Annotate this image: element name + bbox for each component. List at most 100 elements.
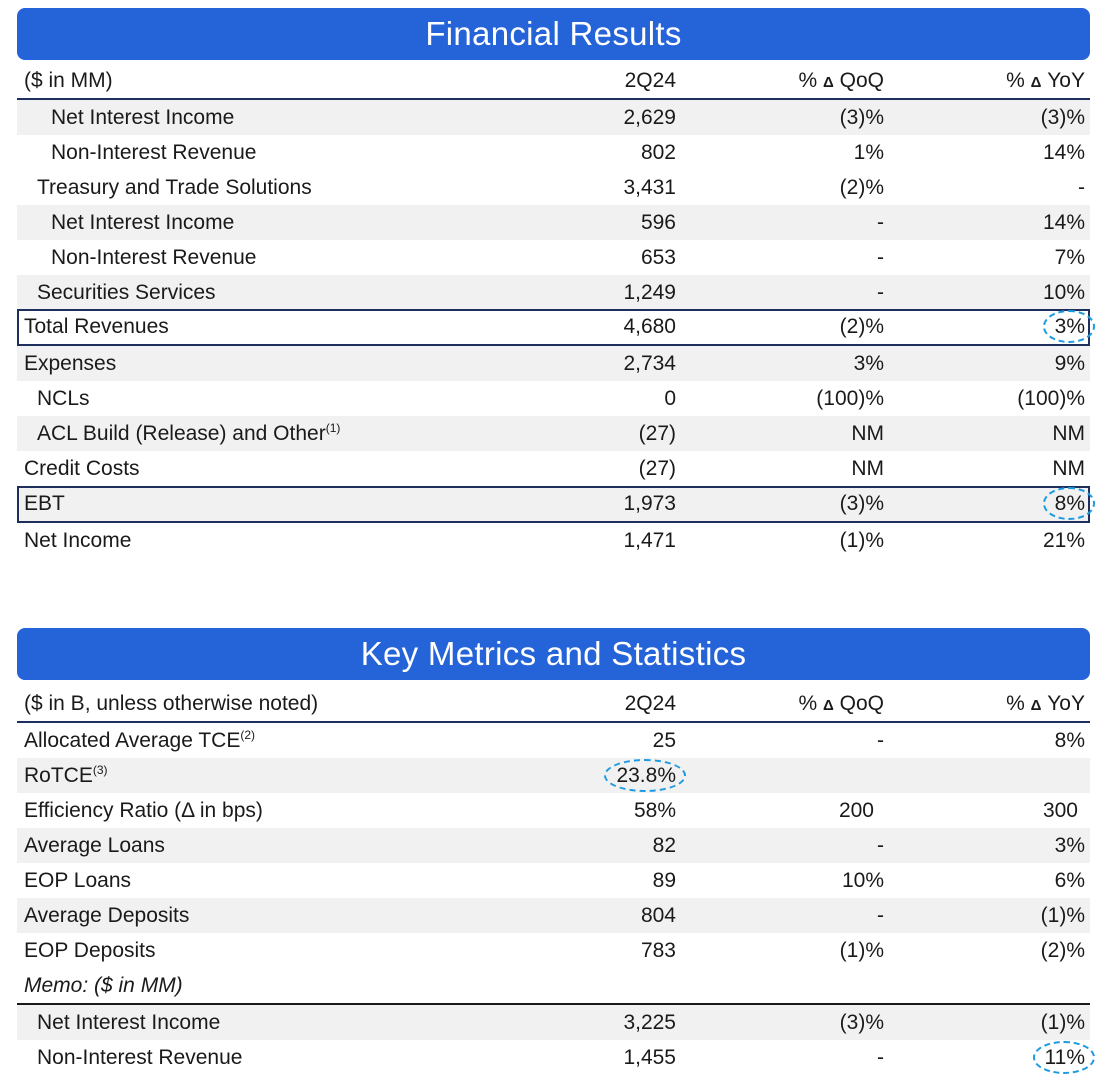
header-yoy: % Δ YoY <box>1006 69 1085 92</box>
table-row: EOP Deposits 783 (1)% (2)% <box>17 933 1090 968</box>
value-2q24: 23.8% <box>604 758 686 793</box>
value-qoq: - <box>877 211 884 234</box>
table-row: ACL Build (Release) and Other(1) (27) NM… <box>17 416 1090 451</box>
value-qoq: (2)% <box>839 176 884 199</box>
value-2q24: 25 <box>652 729 676 752</box>
value-qoq: 200 <box>838 799 874 822</box>
key-metrics-table: ($ in B, unless otherwise noted) 2Q24 % … <box>17 687 1096 1075</box>
table-row: Efficiency Ratio (Δ in bps) 58% 200 300 <box>17 793 1090 828</box>
table-row-total-revenues: Total Revenues 4,680 (2)% 3% <box>17 309 1096 346</box>
table-row: Securities Services 1,249 - 10% <box>17 275 1090 309</box>
row-label: Net Interest Income <box>51 106 235 129</box>
value-yoy: 10% <box>1042 281 1085 304</box>
value-qoq: 1% <box>853 141 884 164</box>
value-yoy: 300 <box>1042 799 1078 822</box>
row-label: Efficiency Ratio (Δ in bps) <box>24 799 263 822</box>
financial-results-title: Financial Results <box>17 8 1090 60</box>
value-yoy: 8% <box>1042 486 1096 521</box>
memo-label: Memo: ($ in MM) <box>24 974 183 997</box>
value-yoy: 14% <box>1042 211 1085 234</box>
value-qoq: 10% <box>841 869 884 892</box>
table-row: Non-Interest Revenue 1,455 - 11% <box>17 1040 1096 1075</box>
row-label: Allocated Average TCE(2) <box>24 728 256 752</box>
value-yoy: 21% <box>1042 529 1085 552</box>
value-yoy: 11% <box>1032 1040 1096 1075</box>
value-qoq: (100)% <box>816 387 884 410</box>
table-row: EOP Loans 89 10% 6% <box>17 863 1090 898</box>
row-label: Securities Services <box>37 281 216 304</box>
row-label: Expenses <box>24 352 117 375</box>
table-row: Net Interest Income 2,629 (3)% (3)% <box>17 100 1090 135</box>
table-row: NCLs 0 (100)% (100)% <box>17 381 1090 416</box>
table-row-ebt: EBT 1,973 (3)% 8% <box>17 486 1096 523</box>
value-qoq: - <box>877 246 884 269</box>
header-period: 2Q24 <box>624 692 676 715</box>
table-row: Net Income 1,471 (1)% 21% <box>17 523 1090 558</box>
key-metrics-title: Key Metrics and Statistics <box>17 628 1090 680</box>
delta-symbol: Δ <box>1030 74 1042 91</box>
row-label: Net Income <box>24 529 132 552</box>
value-2q24: 89 <box>652 869 676 892</box>
row-label: Net Interest Income <box>37 1011 221 1034</box>
header-qoq: % Δ QoQ <box>798 692 884 715</box>
value-yoy: (2)% <box>1040 939 1085 962</box>
row-label: Non-Interest Revenue <box>37 1046 243 1069</box>
value-2q24: 2,629 <box>623 106 676 129</box>
row-label: NCLs <box>37 387 90 410</box>
value-qoq: (2)% <box>839 315 884 338</box>
value-2q24: 1,249 <box>623 281 676 304</box>
value-yoy: (3)% <box>1040 106 1085 129</box>
value-qoq: - <box>877 281 884 304</box>
value-2q24: 58% <box>633 799 676 822</box>
row-label: Credit Costs <box>24 457 140 480</box>
row-label: EOP Deposits <box>24 939 156 962</box>
value-2q24: 1,471 <box>623 529 676 552</box>
highlight-circle: 8% <box>1042 486 1096 521</box>
header-units: ($ in B, unless otherwise noted) <box>24 692 319 715</box>
value-yoy: (100)% <box>1017 387 1085 410</box>
table-row: Net Interest Income 596 - 14% <box>17 205 1090 240</box>
row-label: Non-Interest Revenue <box>51 246 257 269</box>
value-2q24: 653 <box>640 246 676 269</box>
row-label: Non-Interest Revenue <box>51 141 257 164</box>
footnote-ref: (1) <box>325 421 341 435</box>
value-yoy: 6% <box>1054 869 1085 892</box>
value-2q24: 802 <box>640 141 676 164</box>
table-row: Non-Interest Revenue 653 - 7% <box>17 240 1090 275</box>
header-qoq: % Δ QoQ <box>798 69 884 92</box>
value-2q24: 3,225 <box>623 1011 676 1034</box>
value-2q24: 804 <box>640 904 676 927</box>
value-qoq: - <box>877 1046 884 1069</box>
value-yoy: 14% <box>1042 141 1085 164</box>
row-label: Treasury and Trade Solutions <box>37 176 312 199</box>
value-2q24: 1,455 <box>623 1046 676 1069</box>
footnote-ref: (3) <box>92 763 108 777</box>
value-yoy: 3% <box>1054 834 1085 857</box>
value-yoy: 9% <box>1054 352 1085 375</box>
header-units: ($ in MM) <box>24 69 113 92</box>
table-header: ($ in MM) 2Q24 % Δ QoQ % Δ YoY <box>17 64 1090 100</box>
value-qoq: NM <box>851 457 884 480</box>
row-label: EBT <box>24 492 65 515</box>
value-qoq: NM <box>851 422 884 445</box>
table-row: Net Interest Income 3,225 (3)% (1)% <box>17 1005 1090 1040</box>
value-qoq: - <box>877 904 884 927</box>
value-qoq: (3)% <box>839 106 884 129</box>
value-yoy: (1)% <box>1040 1011 1085 1034</box>
table-header: ($ in B, unless otherwise noted) 2Q24 % … <box>17 687 1090 723</box>
row-label: RoTCE(3) <box>24 763 108 787</box>
header-yoy: % Δ YoY <box>1006 692 1085 715</box>
table-row: Non-Interest Revenue 802 1% 14% <box>17 135 1090 170</box>
row-label: Average Deposits <box>24 904 190 927</box>
table-row: Allocated Average TCE(2) 25 - 8% <box>17 723 1090 758</box>
value-2q24: 783 <box>640 939 676 962</box>
table-row: RoTCE(3) 23.8% <box>17 758 1090 793</box>
table-row: Credit Costs (27) NM NM <box>17 451 1090 486</box>
value-2q24: 596 <box>640 211 676 234</box>
table-row: Treasury and Trade Solutions 3,431 (2)% … <box>17 170 1090 205</box>
financial-results-table: ($ in MM) 2Q24 % Δ QoQ % Δ YoY Net Inter… <box>17 64 1096 558</box>
value-yoy: (1)% <box>1040 904 1085 927</box>
value-qoq: - <box>877 729 884 752</box>
table-row: Expenses 2,734 3% 9% <box>17 346 1090 381</box>
delta-symbol: Δ <box>823 697 834 714</box>
